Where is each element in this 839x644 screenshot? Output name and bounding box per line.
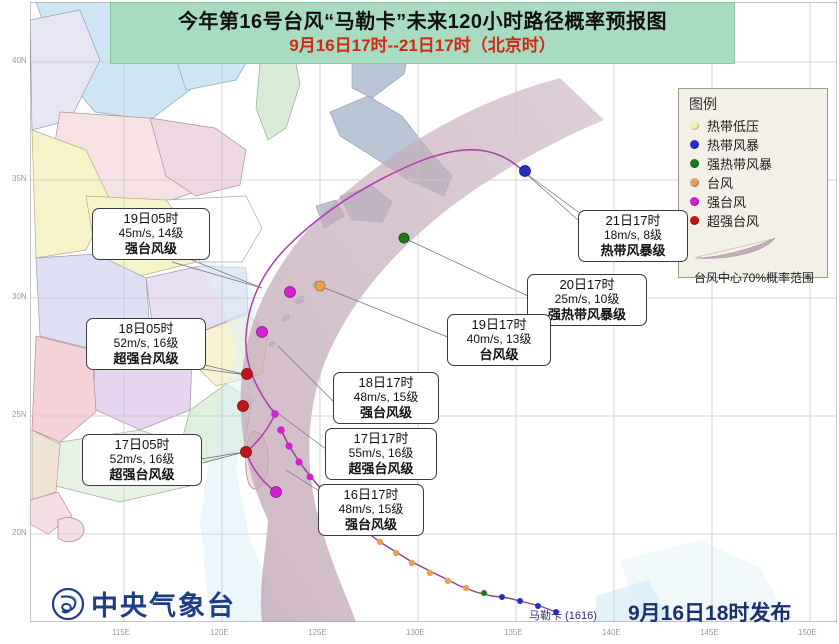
- legend-item-severe-tropical-storm: 强热带风暴: [687, 154, 821, 173]
- lat-tick-40n: 40N: [12, 56, 27, 65]
- severe-typhoon-icon: [690, 197, 699, 206]
- province-inner-mongolia: [30, 9, 101, 131]
- callout-19d17h: 19日17时 40m/s, 13级 台风级: [447, 314, 551, 366]
- forecast-point-19d17h: [314, 280, 326, 292]
- callout-grade: 强台风级: [344, 517, 397, 532]
- callout-18d05h: 18日05时 52m/s, 16级 超强台风级: [86, 318, 206, 370]
- province-guangxi: [31, 429, 61, 501]
- cma-logo-icon: [52, 587, 84, 620]
- probability-cone-swatch: [693, 236, 821, 267]
- callout-grade: 热带风暴级: [600, 243, 666, 258]
- legend-item-severe-typhoon: 强台风: [687, 192, 821, 211]
- title-banner: 今年第16号台风“马勒卡”未来120小时路径概率预报图 9月16日17时--21…: [110, 2, 735, 64]
- callout-wind: 18m/s, 8级: [603, 228, 663, 242]
- page-subtitle: 9月16日17时--21日17时（北京时）: [289, 36, 556, 55]
- issue-time: 9月16日18时发布: [628, 602, 792, 625]
- legend-item-typhoon: 台风: [687, 173, 821, 192]
- tropical-depression-icon: [690, 121, 699, 130]
- legend-item-super-typhoon: 超强台风: [687, 211, 821, 230]
- callout-wind: 25m/s, 10级: [554, 292, 620, 306]
- callout-time: 19日17时: [471, 317, 527, 332]
- callout-time: 16日17时: [343, 487, 399, 502]
- callout-grade: 强台风级: [359, 405, 412, 420]
- legend-footer: 台风中心70%概率范围: [693, 271, 815, 285]
- province-hunan: [31, 335, 97, 443]
- forecast-point-18d17h: [256, 326, 268, 338]
- severe-tropical-storm-icon: [690, 159, 699, 168]
- callout-time: 18日17时: [358, 375, 414, 390]
- callout-time: 17日17时: [353, 431, 409, 446]
- legend-item-label: 超强台风: [707, 214, 760, 229]
- callout-time: 18日05时: [118, 321, 174, 336]
- callout-grade: 强热带风暴级: [547, 307, 626, 322]
- callout-17d05h: 17日05时 52m/s, 16级 超强台风级: [82, 434, 202, 486]
- super-typhoon-icon: [690, 216, 699, 225]
- typhoon-icon: [690, 178, 699, 187]
- forecast-point-21d17h: [519, 165, 531, 177]
- callout-wind: 52m/s, 16级: [113, 336, 179, 350]
- lon-tick-130e: 130E: [406, 628, 425, 637]
- forecast-point-17d05h: [240, 446, 252, 458]
- probability-cone: [240, 78, 604, 622]
- callout-time: 17日05时: [114, 437, 170, 452]
- lat-tick-20n: 20N: [12, 528, 27, 537]
- forecast-point-18d05h: [241, 368, 253, 380]
- callout-wind: 48m/s, 15级: [353, 390, 419, 404]
- lon-tick-135e: 135E: [504, 628, 523, 637]
- forecast-track-markers: [237, 165, 531, 498]
- lon-tick-140e: 140E: [602, 628, 621, 637]
- legend-box: 图例 热带低压 热带风暴 强热带风暴 台风 强台风 超强台风: [678, 88, 828, 285]
- tropical-storm-icon: [690, 140, 699, 149]
- callout-grade: 台风级: [479, 347, 519, 362]
- legend-item-label: 强台风: [707, 195, 747, 210]
- agency-name: 中央气象台: [91, 591, 236, 621]
- callout-wind: 45m/s, 14级: [118, 226, 184, 240]
- legend-item-label: 热带风暴: [707, 138, 760, 153]
- forecast-point-19d05h: [284, 286, 296, 298]
- callout-time: 19日05时: [123, 211, 179, 226]
- callout-grade: 超强台风级: [113, 351, 179, 366]
- lon-tick-115e: 115E: [112, 628, 131, 637]
- callout-time: 21日17时: [605, 213, 661, 228]
- callout-18d17h: 18日17时 48m/s, 15级 强台风级: [333, 372, 439, 424]
- legend-item-label: 强热带风暴: [707, 157, 773, 172]
- storm-name-label: 马勒卡 (1616): [529, 610, 597, 622]
- callout-grade: 超强台风级: [109, 467, 175, 482]
- agency-logo-group: 中央气象台: [52, 584, 236, 623]
- callout-wind: 40m/s, 13级: [466, 332, 532, 346]
- ocean-shading-pacific: [620, 540, 790, 622]
- callout-time: 20日17时: [559, 277, 615, 292]
- forecast-point-17d17h: [237, 400, 249, 412]
- callout-wind: 52m/s, 16级: [109, 452, 175, 466]
- legend-item-tropical-depression: 热带低压: [687, 116, 821, 135]
- ocean-shading-southeast: [596, 580, 672, 622]
- callout-wind: 48m/s, 15级: [338, 502, 404, 516]
- legend-item-label: 台风: [707, 176, 734, 191]
- callout-16d17h: 16日17时 48m/s, 15级 强台风级: [318, 484, 424, 536]
- page-title: 今年第16号台风“马勒卡”未来120小时路径概率预报图: [177, 11, 668, 33]
- callout-grade: 强台风级: [124, 241, 177, 256]
- lon-tick-125e: 125E: [308, 628, 327, 637]
- forecast-point-16d17h: [270, 486, 282, 498]
- island-hainan: [57, 517, 85, 543]
- lon-tick-150e: 150E: [798, 628, 817, 637]
- legend-heading: 图例: [689, 96, 717, 112]
- legend-item-label: 热带低压: [707, 119, 760, 134]
- lon-tick-145e: 145E: [700, 628, 719, 637]
- forecast-track-line: [245, 149, 525, 415]
- forecast-point-20d17h: [398, 232, 410, 244]
- callout-20d17h: 20日17时 25m/s, 10级 强热带风暴级: [527, 274, 647, 326]
- lat-tick-30n: 30N: [12, 292, 27, 301]
- legend-item-tropical-storm: 热带风暴: [687, 135, 821, 154]
- callout-19d05h: 19日05时 45m/s, 14级 强台风级: [92, 208, 210, 260]
- callout-grade: 超强台风级: [348, 461, 414, 476]
- lat-tick-35n: 35N: [12, 174, 27, 183]
- lon-tick-120e: 120E: [210, 628, 229, 637]
- callout-21d17h: 21日17时 18m/s, 8级 热带风暴级: [578, 210, 688, 262]
- callout-17d17h: 17日17时 55m/s, 16级 超强台风级: [325, 428, 437, 480]
- lat-tick-25n: 25N: [12, 410, 27, 419]
- callout-wind: 55m/s, 16级: [348, 446, 414, 460]
